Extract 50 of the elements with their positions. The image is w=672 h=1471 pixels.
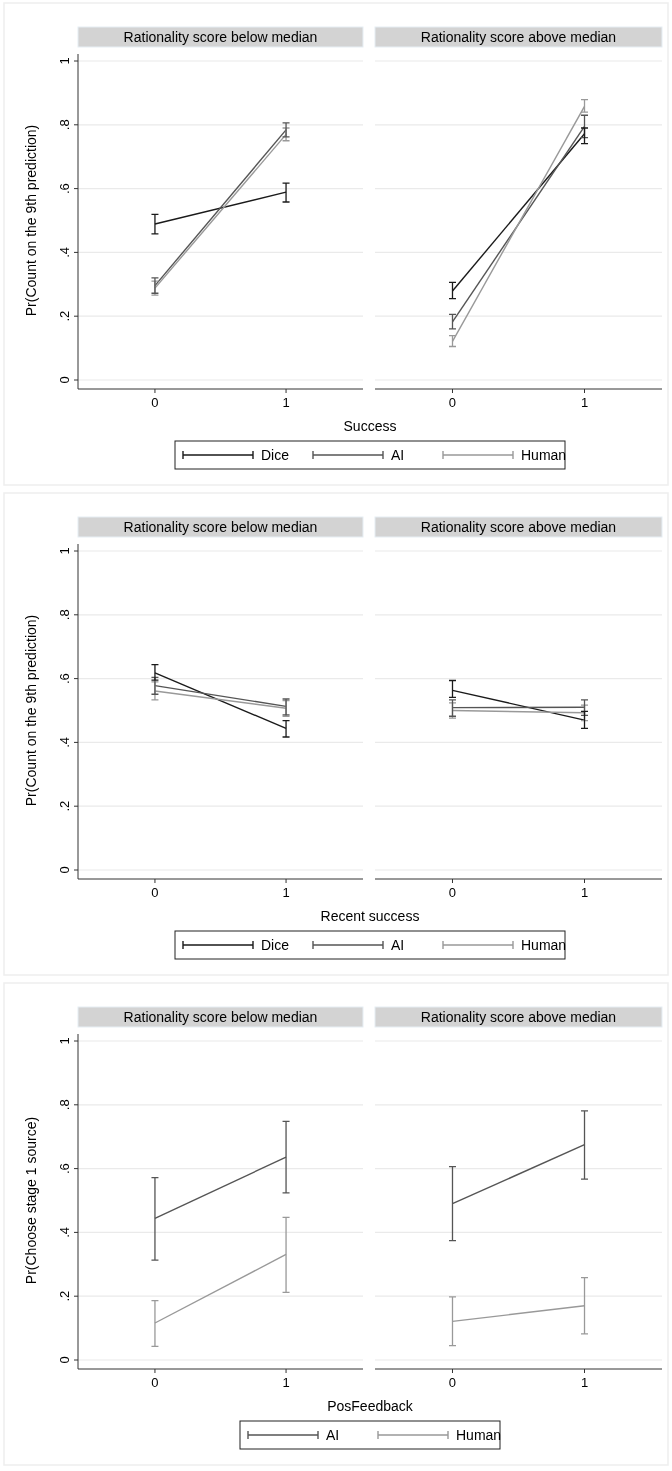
legend-label: Dice [261,447,290,463]
y-tick-label: .4 [57,246,72,258]
y-tick-label: .8 [57,119,72,131]
x-tick-label: 1 [580,1375,589,1390]
legend-label: Human [456,1427,502,1443]
y-tick-label: .8 [57,1099,72,1111]
y-tick-label: .2 [57,800,72,812]
chart-title: Rationality score below median [123,519,318,535]
y-tick-label: 1 [57,547,72,555]
y-tick-label: .4 [57,1226,72,1238]
y-tick-label: 0 [57,866,72,874]
chart-title: Rationality score above median [420,29,617,45]
legend-label: Human [521,447,567,463]
y-tick-label: .2 [57,310,72,322]
x-tick-label: 1 [282,395,290,410]
chart-title: Rationality score above median [420,1009,617,1025]
legend-label: Human [521,937,567,953]
x-axis-title: Recent success [320,908,420,924]
y-tick-label: 0 [57,376,72,384]
x-tick-label: 1 [580,885,589,900]
y-tick-label: .6 [57,183,72,195]
x-tick-label: 0 [151,1375,159,1390]
x-axis-title: Success [343,418,397,434]
x-axis-title: PosFeedback [327,1398,414,1414]
y-tick-label: 0 [57,1356,72,1364]
y-axis-title: Pr(Choose stage 1 source) [23,1116,39,1285]
legend-label: AI [326,1427,340,1443]
x-tick-label: 1 [282,1375,290,1390]
x-tick-label: 0 [448,1375,457,1390]
legend-label: AI [391,447,405,463]
x-tick-label: 0 [151,395,159,410]
y-tick-label: .2 [57,1290,72,1302]
x-tick-label: 0 [151,885,159,900]
y-tick-label: .6 [57,1163,72,1175]
y-tick-label: .8 [57,609,72,621]
x-tick-label: 0 [448,395,457,410]
legend-label: Dice [261,937,290,953]
x-tick-label: 1 [282,885,290,900]
y-tick-label: 1 [57,1037,72,1045]
chart-title: Rationality score below median [123,1009,318,1025]
x-tick-label: 1 [580,395,589,410]
x-tick-label: 0 [448,885,457,900]
y-tick-label: .4 [57,736,72,748]
y-tick-label: .6 [57,673,72,685]
y-axis-title: Pr(Count on the 9th prediction) [23,614,39,807]
y-tick-label: 1 [57,57,72,65]
y-axis-title: Pr(Count on the 9th prediction) [23,124,39,317]
chart-title: Rationality score above median [420,519,617,535]
chart-title: Rationality score below median [123,29,318,45]
legend-label: AI [391,937,405,953]
